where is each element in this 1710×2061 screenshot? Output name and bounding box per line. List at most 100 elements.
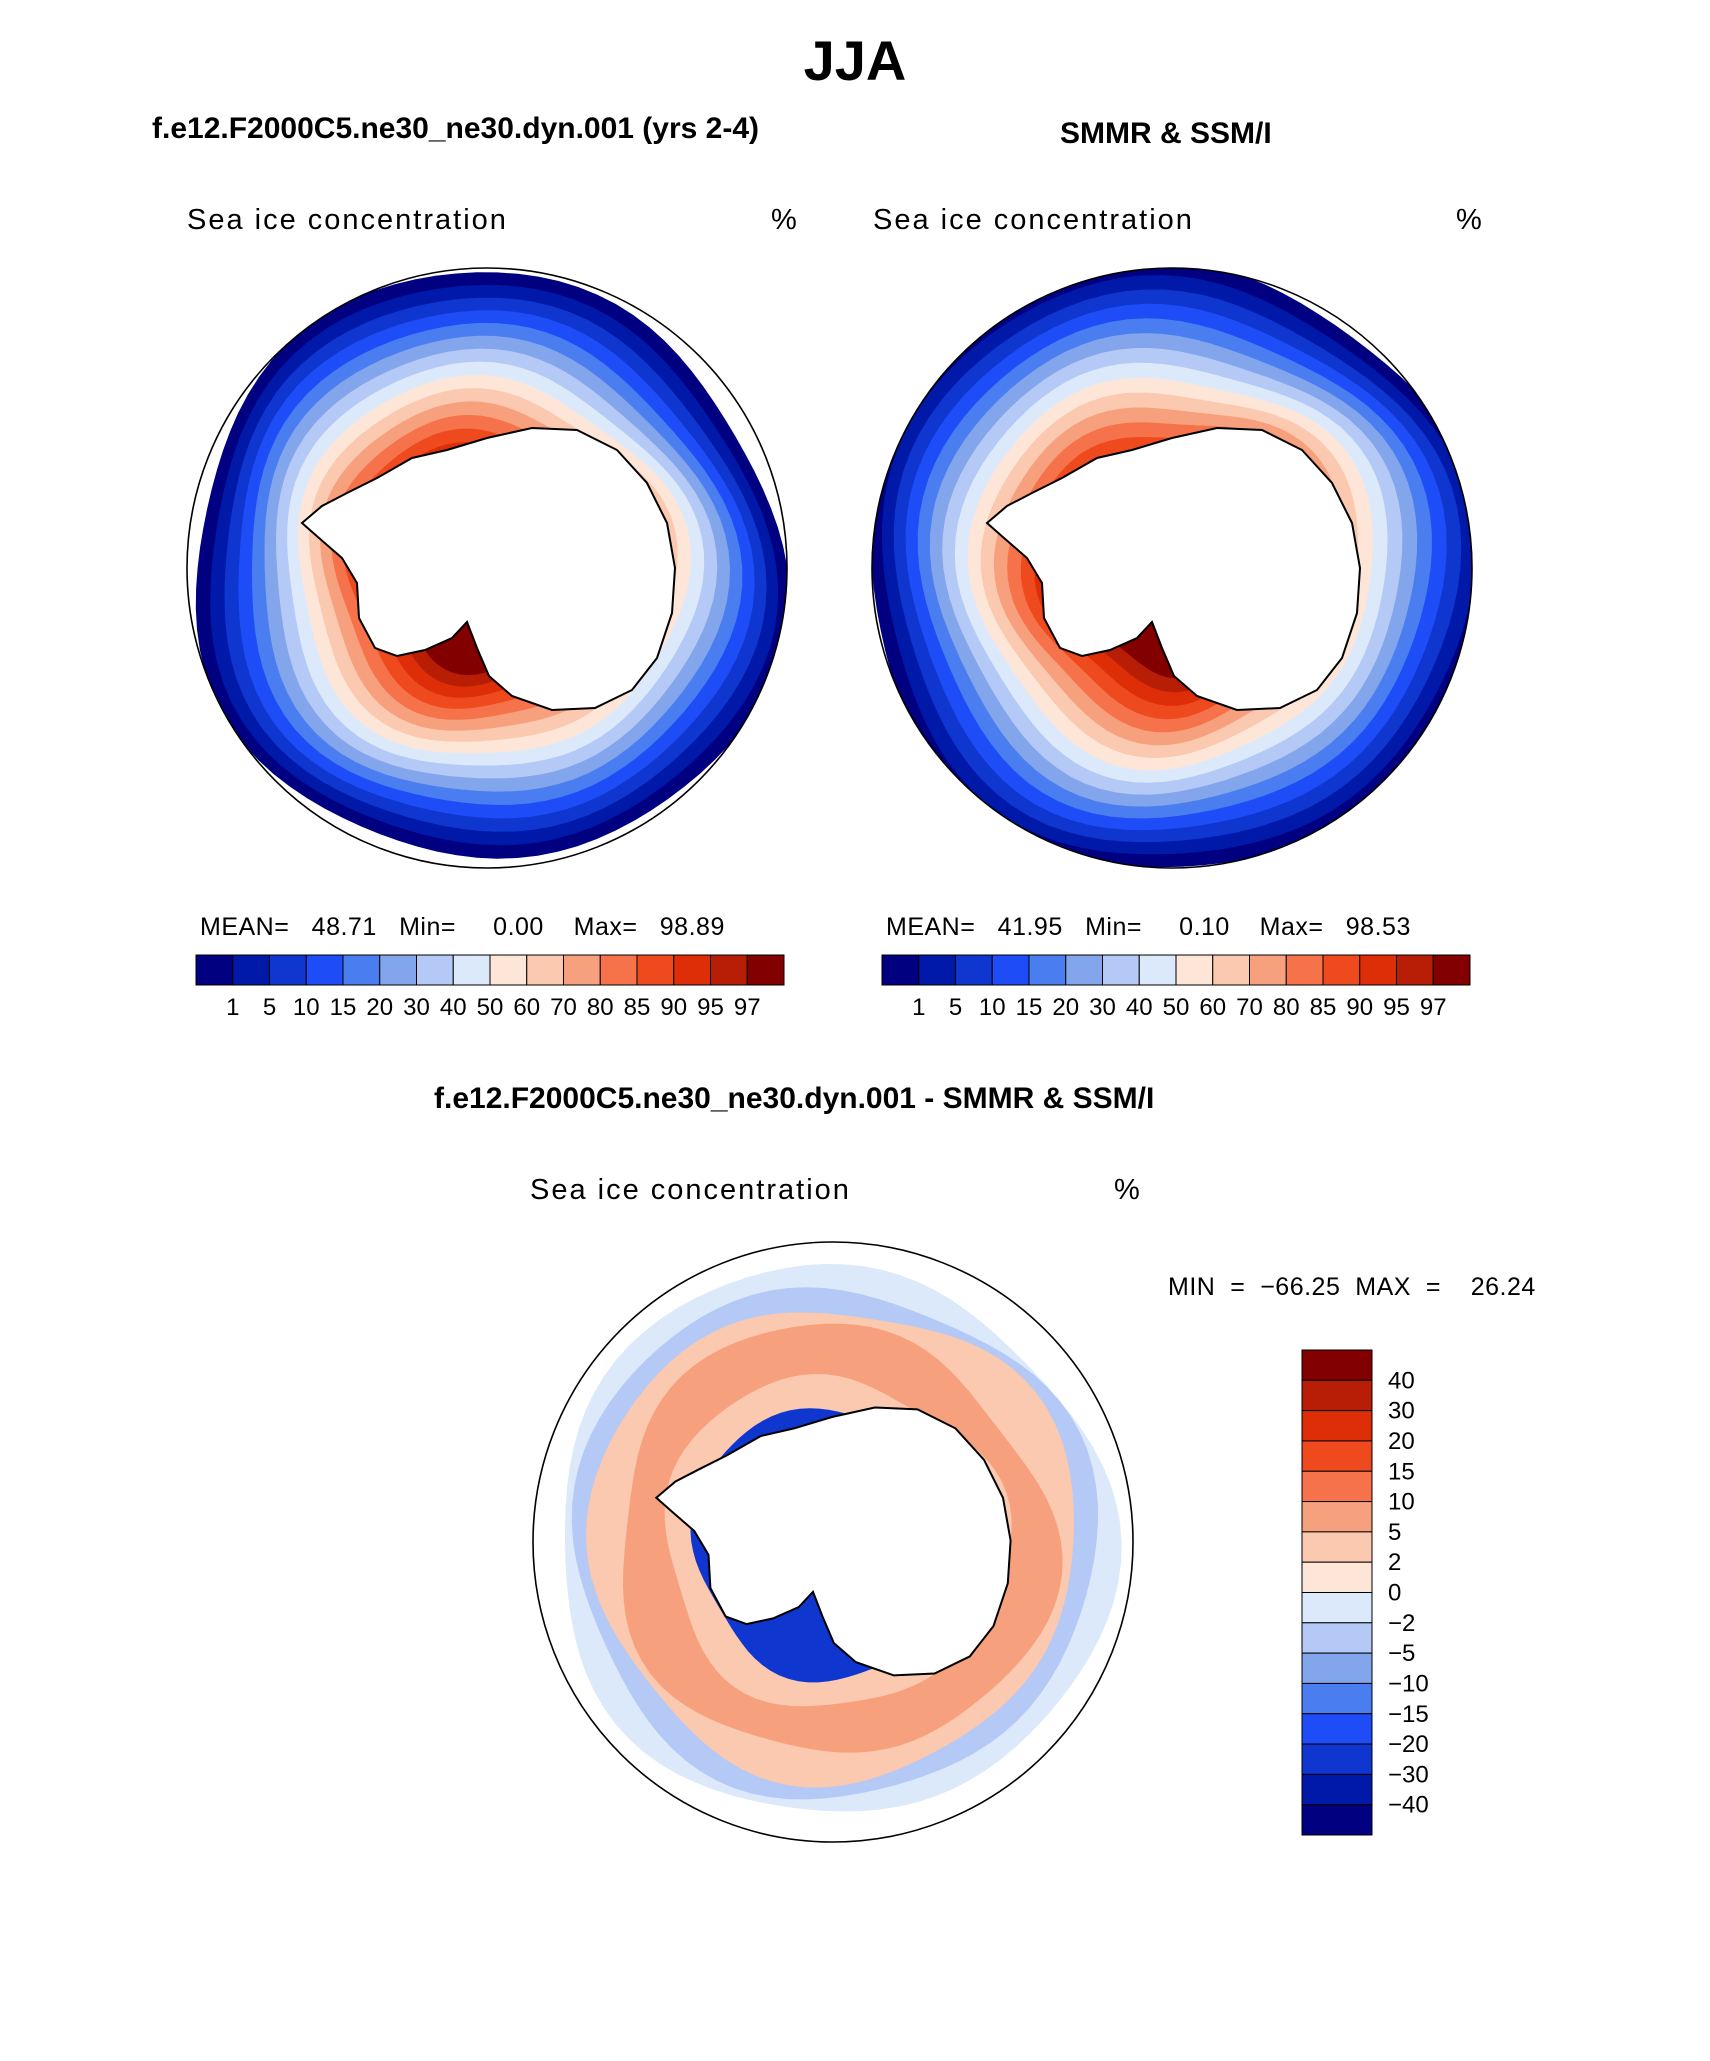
ice-band-10: [993, 407, 1344, 746]
colorbar-1-label-12: 90: [660, 994, 687, 1021]
ice-band-12: [1020, 437, 1316, 720]
ice-band-10: [320, 401, 665, 731]
colorbar-3-label-7: 0: [1388, 1580, 1401, 1607]
ice-band-1: [210, 285, 779, 846]
ice-band-15: [378, 469, 596, 676]
panel-2-label: Sea ice concentration: [873, 204, 1194, 236]
colorbar-3-box-2: [1301, 1410, 1373, 1442]
colorbar-3-box-5: [1301, 1501, 1373, 1533]
diff-band-salmon: [623, 1323, 1063, 1753]
colorbar-3-label-5: 5: [1388, 1519, 1401, 1546]
colorbar-2-box-3: [991, 954, 1030, 986]
ice-band-8: [298, 374, 691, 754]
colorbar-1-label-1: 5: [263, 994, 276, 1021]
ice-band-3: [905, 303, 1447, 831]
ice-band-9: [980, 392, 1359, 758]
colorbar-2-box-15: [1432, 954, 1471, 986]
ice-band-1: [882, 275, 1472, 855]
colorbar-1-box-8: [489, 954, 528, 986]
colorbar-2-label-7: 50: [1163, 994, 1190, 1021]
colorbar-3-label-14: −40: [1388, 1792, 1429, 1819]
colorbar-1-box-9: [526, 954, 564, 986]
ice-band-4: [252, 323, 743, 805]
colorbar-1-box-14: [710, 954, 748, 986]
ice-band-7: [954, 362, 1388, 783]
ice-band-8: [967, 377, 1373, 771]
map-2-field: [871, 267, 1473, 869]
colorbar-2-box-9: [1212, 954, 1250, 986]
colorbar-3-box-6: [1301, 1531, 1373, 1563]
colorbar-2-label-10: 80: [1273, 994, 1300, 1021]
panel-1-unit: %: [771, 204, 797, 236]
difference-stats: MIN = −66.25 MAX = 26.24: [1168, 1273, 1536, 1301]
colorbar-1-box-13: [673, 954, 711, 986]
colorbar-3-box-11: [1301, 1682, 1373, 1715]
colorbar-3-box-8: [1301, 1592, 1373, 1624]
colorbar-2-label-6: 40: [1126, 994, 1153, 1021]
colorbar-1-label-7: 50: [477, 994, 504, 1021]
colorbar-2-box-10: [1249, 954, 1287, 986]
colorbar-2-label-8: 60: [1199, 994, 1226, 1021]
diff-band-outer: [565, 1264, 1122, 1812]
colorbar-2-box-14: [1396, 954, 1434, 986]
colorbar-3-label-6: 2: [1388, 1549, 1401, 1576]
colorbar-3-label-4: 10: [1388, 1489, 1415, 1516]
colorbar-2-label-2: 10: [979, 994, 1006, 1021]
difference-heading: f.e12.F2000C5.ne30_ne30.dyn.001 - SMMR &…: [434, 1082, 1155, 1115]
colorbar-3-box-1: [1301, 1379, 1373, 1412]
panel-2-unit: %: [1456, 204, 1482, 236]
colorbar-2-label-13: 95: [1383, 994, 1410, 1021]
panel-1-label: Sea ice concentration: [187, 204, 508, 236]
colorbar-2-label-14: 97: [1420, 994, 1447, 1021]
colorbar-3-box-7: [1301, 1561, 1373, 1593]
ice-band-14: [1048, 457, 1289, 693]
colorbar-2-box-2: [955, 954, 993, 986]
colorbar-1-label-2: 10: [293, 994, 320, 1021]
colorbar-2-box-6: [1102, 954, 1140, 986]
colorbar-3-label-10: −10: [1388, 1670, 1429, 1697]
diff-band-blue: [571, 1287, 1098, 1800]
colorbar-2-box-1: [918, 954, 956, 986]
colorbar-2-box-8: [1175, 954, 1214, 986]
colorbar-3-label-0: 40: [1388, 1367, 1415, 1394]
diff-band-light: [664, 1374, 1012, 1707]
ice-band-7: [287, 361, 705, 766]
ice-band-0: [195, 272, 787, 859]
ice-band-14: [366, 455, 610, 687]
colorbar-3-box-14: [1301, 1773, 1373, 1806]
diff-band-coast: [690, 1408, 975, 1683]
map-boundary: [186, 267, 788, 869]
colorbar-2-label-1: 5: [949, 994, 962, 1021]
panel-2-heading: SMMR & SSM/I: [1060, 117, 1272, 150]
colorbar-2-box-4: [1028, 954, 1067, 986]
colorbar-1-box-12: [636, 954, 675, 986]
colorbar-1-box-15: [746, 954, 785, 986]
colorbar-1-box-7: [452, 954, 491, 986]
colorbar-1-box-3: [305, 954, 344, 986]
colorbar-3-box-10: [1301, 1652, 1373, 1684]
colorbar-3-box-13: [1301, 1743, 1373, 1775]
colorbar-2-box-13: [1359, 954, 1397, 986]
ice-band-6: [276, 348, 718, 779]
difference-map-field: [532, 1241, 1134, 1843]
colorbar-1-box-0: [195, 954, 234, 986]
colorbar-3-box-15: [1301, 1804, 1373, 1836]
ice-band-12: [342, 428, 637, 709]
colorbar-3-label-3: 15: [1388, 1458, 1415, 1485]
colorbar-3-box-12: [1301, 1713, 1373, 1745]
difference-unit: %: [1114, 1174, 1140, 1206]
colorbar-1-label-13: 95: [697, 994, 724, 1021]
colorbar-1-box-6: [416, 954, 454, 986]
colorbar-2-box-11: [1285, 954, 1324, 986]
colorbar-2-label-9: 70: [1236, 994, 1263, 1021]
colorbar-3-label-8: −2: [1388, 1610, 1415, 1637]
panel-1-heading: f.e12.F2000C5.ne30_ne30.dyn.001 (yrs 2-4…: [152, 112, 760, 145]
ice-band-15: [1062, 468, 1275, 679]
antarctica-outline: [300, 426, 677, 712]
colorbar-1-box-5: [379, 954, 417, 986]
diff-band-pale: [586, 1312, 1074, 1788]
ice-band-2: [224, 297, 767, 832]
difference-label: Sea ice concentration: [530, 1174, 851, 1206]
map-boundary: [532, 1241, 1134, 1843]
colorbar-2-box-7: [1138, 954, 1177, 986]
